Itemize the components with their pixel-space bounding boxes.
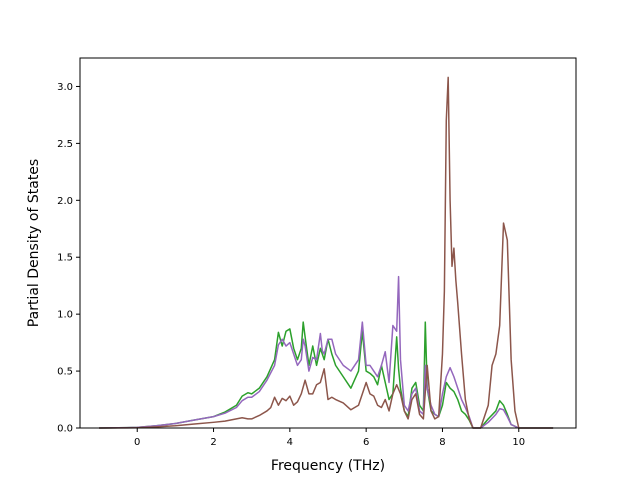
- x-tick-label: 6: [363, 437, 369, 448]
- y-axis-ticks: 0.0 0.5 1.0 1.5 2.0 2.5 3.0: [57, 82, 80, 435]
- y-tick-label: 2.0: [57, 196, 73, 207]
- y-tick-label: 3.0: [57, 82, 73, 93]
- y-axis-label: Partial Density of States: [26, 159, 42, 327]
- series-line-2: [99, 275, 554, 429]
- y-tick-label: 0.0: [57, 424, 73, 435]
- y-tick-label: 1.5: [57, 253, 73, 264]
- x-tick-label: 0: [134, 437, 140, 448]
- y-tick-label: 0.5: [57, 367, 73, 378]
- series-line-3: [99, 76, 554, 429]
- series-group: [99, 76, 554, 429]
- plot-frame: [79, 57, 577, 429]
- series-line-1: [99, 321, 554, 429]
- y-tick-label: 1.0: [57, 310, 73, 321]
- x-tick-label: 8: [439, 437, 445, 448]
- x-axis-ticks: 0 2 4 6 8 10: [134, 428, 525, 448]
- x-axis-label: Frequency (THz): [271, 458, 385, 474]
- x-tick-label: 10: [512, 437, 525, 448]
- x-tick-label: 2: [210, 437, 216, 448]
- x-tick-label: 4: [287, 437, 293, 448]
- y-tick-label: 2.5: [57, 139, 73, 150]
